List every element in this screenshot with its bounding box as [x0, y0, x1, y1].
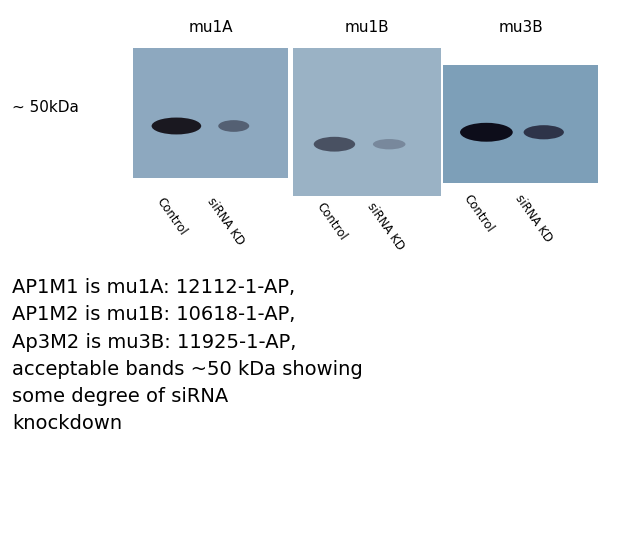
Text: siRNA KD: siRNA KD [204, 195, 246, 248]
Bar [443, 65, 598, 183]
Text: siRNA KD: siRNA KD [512, 192, 554, 244]
Text: ~ 50kDa: ~ 50kDa [12, 100, 79, 115]
Ellipse shape [460, 123, 513, 142]
Text: mu1A: mu1A [188, 21, 232, 35]
Ellipse shape [218, 120, 249, 132]
Text: mu3B: mu3B [498, 21, 543, 35]
Ellipse shape [524, 125, 564, 139]
Ellipse shape [373, 139, 406, 150]
Text: AP1M1 is mu1A: 12112-1-AP,
AP1M2 is mu1B: 10618-1-AP,
Ap3M2 is mu3B: 11925-1-AP,: AP1M1 is mu1A: 12112-1-AP, AP1M2 is mu1B… [12, 278, 363, 433]
Text: Control: Control [461, 192, 496, 235]
Text: mu1B: mu1B [345, 21, 389, 35]
Ellipse shape [152, 118, 201, 134]
Ellipse shape [314, 137, 355, 152]
Text: siRNA KD: siRNA KD [364, 200, 406, 253]
Bar [133, 48, 288, 178]
Text: Control: Control [154, 195, 190, 237]
Text: Control: Control [314, 200, 350, 242]
Bar [293, 48, 441, 196]
